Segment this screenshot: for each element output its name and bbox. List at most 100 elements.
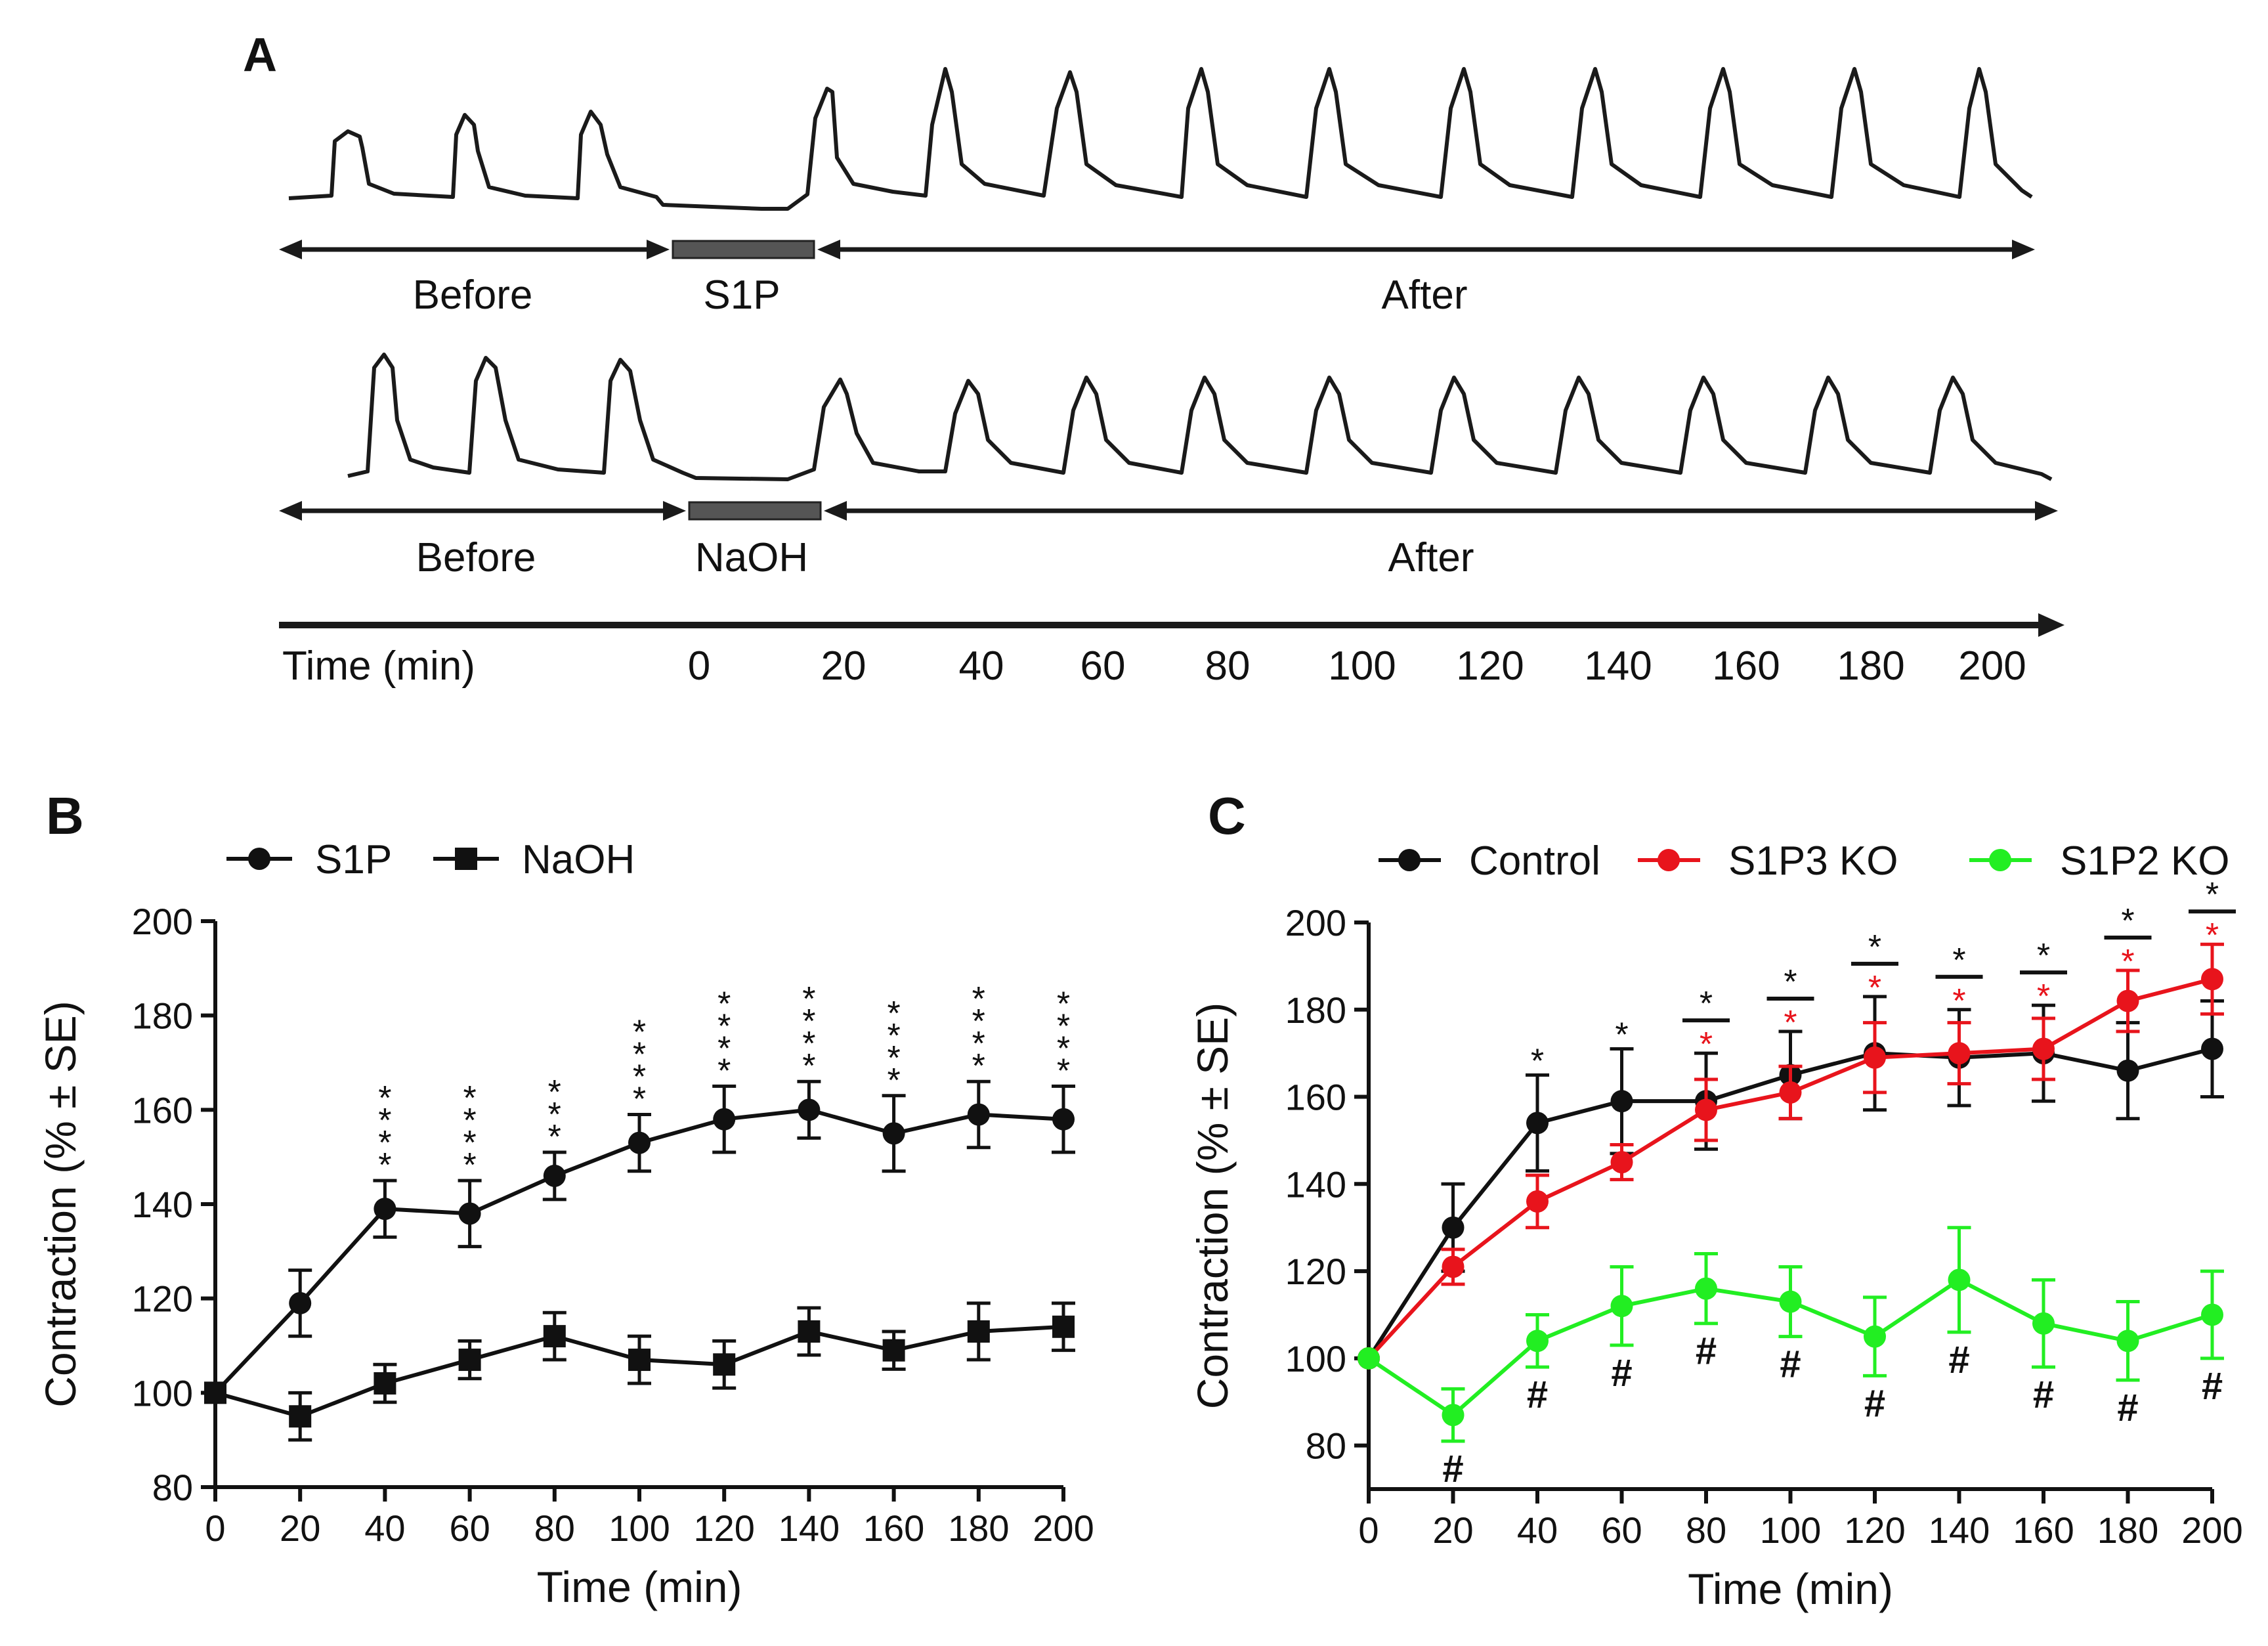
- legend-marker: [1658, 849, 1680, 871]
- data-point: [1442, 1404, 1465, 1427]
- data-point: [882, 1339, 905, 1362]
- data-point: [798, 1098, 821, 1121]
- x-tick-label: 100: [609, 1507, 670, 1549]
- significance-star: *: [1700, 985, 1713, 1023]
- legend-label: S1P3 KO: [1728, 838, 1898, 884]
- significance-star: *: [463, 1102, 476, 1140]
- data-point: [543, 1164, 566, 1187]
- data-point: [1358, 1347, 1380, 1370]
- label-after-2: After: [1388, 535, 1474, 580]
- significance-star: *: [887, 1062, 900, 1100]
- chart-b: 80 100 120 140 160 180 200 0 20 40 60 80 100 120 140 16…: [36, 837, 1094, 1611]
- arrow-head-left: [279, 501, 302, 521]
- significance-star: *: [633, 1014, 646, 1052]
- time-axis-ticks: 0 20 40 60 80 100 120 140 160 180 200: [688, 643, 2026, 689]
- significance-star: *: [717, 1007, 731, 1045]
- y-tick-label: 120: [1285, 1251, 1346, 1292]
- significance-star: *: [717, 1052, 731, 1090]
- x-tick-label: 80: [1686, 1509, 1726, 1551]
- time-tick-label: 140: [1584, 643, 1652, 689]
- x-tick-label: 120: [1844, 1509, 1905, 1551]
- legend-marker: [1398, 849, 1421, 871]
- data-point: [2116, 1059, 2139, 1082]
- significance-star-red: *: [2037, 978, 2050, 1016]
- significance-star: *: [802, 1025, 815, 1063]
- data-point: [1695, 1277, 1717, 1300]
- panel-a: A Before S1P After Before NaOH After Tim…: [243, 29, 2065, 689]
- time-axis-label: Time (min): [282, 643, 475, 689]
- significance-star: *: [887, 1039, 900, 1077]
- data-point: [1052, 1315, 1075, 1338]
- x-tick-label: 160: [863, 1507, 924, 1549]
- data-point: [1610, 1090, 1633, 1113]
- data-point: [2116, 1330, 2139, 1353]
- data-point: [1779, 1081, 1802, 1104]
- data-point: [967, 1320, 990, 1343]
- significance-hash: #: [1948, 1339, 1969, 1381]
- panel-b: B 80 100 120 140 160 180 200 0 20 40 60 80 100 120 140…: [36, 787, 1094, 1611]
- significance-star: *: [378, 1146, 391, 1184]
- legend-label: Control: [1469, 838, 1600, 884]
- data-point: [1864, 1046, 1886, 1069]
- naoh-application-bar: [688, 501, 822, 521]
- data-point: [1526, 1190, 1549, 1213]
- significance-hash: #: [1527, 1374, 1548, 1416]
- y-tick-label: 140: [1285, 1163, 1346, 1205]
- data-point: [2032, 1312, 2055, 1335]
- data-point: [458, 1202, 481, 1225]
- data-point: [2201, 1303, 2223, 1326]
- significance-star-red: *: [2206, 917, 2219, 955]
- data-point: [628, 1131, 651, 1154]
- y-tick-label: 200: [1285, 902, 1346, 943]
- significance-star-red: *: [1700, 1026, 1713, 1064]
- data-point: [1948, 1042, 1971, 1065]
- y-tick-label: 120: [132, 1278, 193, 1320]
- data-point: [289, 1405, 312, 1428]
- significance-hash: #: [1864, 1382, 1885, 1425]
- data-point: [374, 1198, 396, 1221]
- data-point: [1526, 1112, 1549, 1135]
- x-tick-label: 160: [2013, 1509, 2074, 1551]
- significance-star: *: [633, 1081, 646, 1119]
- significance-star: *: [802, 1047, 815, 1085]
- x-tick-label: 60: [449, 1507, 490, 1549]
- data-point: [1526, 1330, 1549, 1353]
- y-tick-label: 180: [1285, 989, 1346, 1031]
- label-before-2: Before: [416, 535, 536, 580]
- y-tick-label: 180: [132, 995, 193, 1037]
- significance-star: *: [548, 1096, 561, 1134]
- data-point: [1442, 1255, 1465, 1278]
- x-tick-label: 200: [1033, 1507, 1094, 1549]
- significance-star: *: [802, 980, 815, 1018]
- significance-hash: #: [1696, 1330, 1717, 1373]
- time-tick-label: 40: [959, 643, 1004, 689]
- data-point: [458, 1349, 481, 1372]
- arrow-head-left: [817, 240, 840, 259]
- y-axis-label: Contraction (% ± SE): [36, 1001, 85, 1407]
- x-axis-label: Time (min): [537, 1563, 742, 1611]
- significance-star: *: [548, 1118, 561, 1156]
- significance-hash: #: [1442, 1448, 1463, 1490]
- data-point: [798, 1320, 821, 1343]
- y-tick-label: 140: [132, 1184, 193, 1225]
- arrow-head-right: [2012, 240, 2035, 259]
- time-tick-label: 120: [1456, 643, 1524, 689]
- label-after-1: After: [1382, 272, 1468, 318]
- time-axis-arrow-head: [2038, 613, 2065, 637]
- y-tick-label: 100: [1285, 1338, 1346, 1379]
- data-point: [2201, 1037, 2223, 1060]
- data-point: [713, 1108, 736, 1131]
- arrow-head-right: [2035, 501, 2058, 521]
- chart-c: 80 100 120 140 160 180 200 0 20 40 60 80 100 120 140 16…: [1188, 838, 2243, 1613]
- data-point: [2201, 968, 2223, 991]
- data-point: [204, 1381, 226, 1404]
- significance-star: *: [972, 1003, 985, 1041]
- y-tick-label: 200: [132, 901, 193, 942]
- significance-star-red: *: [1868, 969, 1881, 1007]
- time-tick-label: 180: [1837, 643, 1904, 689]
- data-point: [1864, 1325, 1886, 1348]
- x-tick-label: 0: [205, 1507, 225, 1549]
- significance-star: *: [1868, 928, 1881, 966]
- legend-marker: [1989, 849, 2011, 871]
